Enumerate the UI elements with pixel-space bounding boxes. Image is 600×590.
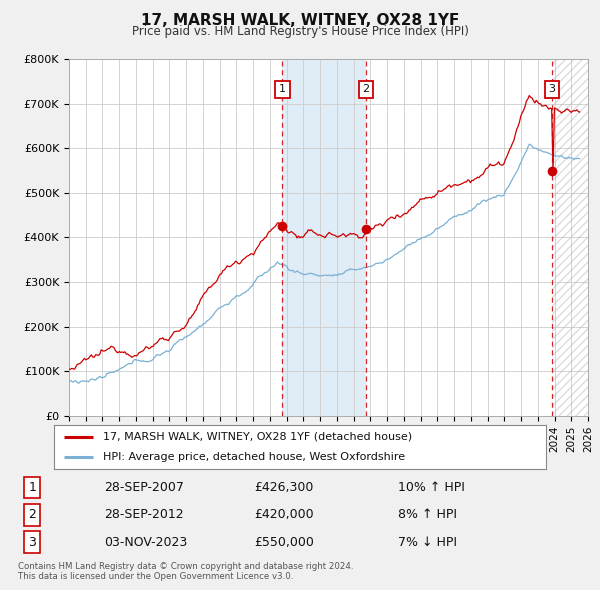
Text: £426,300: £426,300 <box>254 481 313 494</box>
Text: 17, MARSH WALK, WITNEY, OX28 1YF (detached house): 17, MARSH WALK, WITNEY, OX28 1YF (detach… <box>103 432 412 442</box>
Text: 10% ↑ HPI: 10% ↑ HPI <box>398 481 465 494</box>
Text: 28-SEP-2012: 28-SEP-2012 <box>104 508 184 522</box>
Text: 17, MARSH WALK, WITNEY, OX28 1YF: 17, MARSH WALK, WITNEY, OX28 1YF <box>141 13 459 28</box>
Text: 1: 1 <box>279 84 286 94</box>
Text: Price paid vs. HM Land Registry's House Price Index (HPI): Price paid vs. HM Land Registry's House … <box>131 25 469 38</box>
Bar <box>283 59 366 416</box>
Text: £420,000: £420,000 <box>254 508 314 522</box>
Text: £550,000: £550,000 <box>254 536 314 549</box>
Text: 7% ↓ HPI: 7% ↓ HPI <box>398 536 457 549</box>
Text: 1: 1 <box>28 481 36 494</box>
Text: Contains HM Land Registry data © Crown copyright and database right 2024.
This d: Contains HM Land Registry data © Crown c… <box>18 562 353 581</box>
Text: 8% ↑ HPI: 8% ↑ HPI <box>398 508 457 522</box>
Text: 2: 2 <box>362 84 370 94</box>
Text: 2: 2 <box>28 508 36 522</box>
Text: 28-SEP-2007: 28-SEP-2007 <box>104 481 184 494</box>
Text: HPI: Average price, detached house, West Oxfordshire: HPI: Average price, detached house, West… <box>103 452 406 462</box>
Bar <box>552 59 588 416</box>
Text: 3: 3 <box>548 84 556 94</box>
Text: 3: 3 <box>28 536 36 549</box>
Text: 03-NOV-2023: 03-NOV-2023 <box>104 536 187 549</box>
